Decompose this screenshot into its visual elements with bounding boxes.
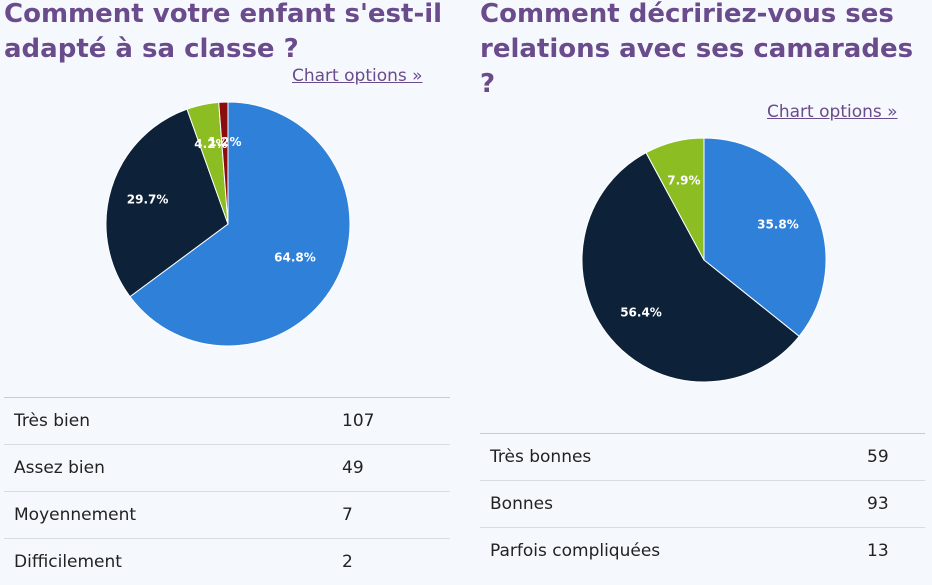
left-row-value: 49 <box>342 458 364 478</box>
right-row-value: 93 <box>867 494 889 514</box>
left-pie-label-3: 4.2% <box>194 137 227 151</box>
left-pie-label-1: 64.8% <box>274 251 316 265</box>
left-table-row: Assez bien 49 <box>4 444 450 492</box>
left-row-value: 7 <box>342 505 353 525</box>
right-pie-label-2: 56.4% <box>620 306 662 320</box>
left-row-label: Difficilement <box>14 552 122 572</box>
right-title-line2: relations avec ses camarades <box>480 34 914 64</box>
left-row-label: Très bien <box>14 411 90 431</box>
left-title-line1: Comment votre enfant s'est-il <box>4 0 443 29</box>
left-data-table: Très bien 107 Assez bien 49 Moyennement 7 Diff… <box>4 397 450 585</box>
right-table-row: Parfois compliquées 13 <box>480 527 925 575</box>
right-pie-slice-2[interactable] <box>581 151 800 383</box>
left-pie-label-4: 1.2% <box>208 135 241 149</box>
right-pie-slice-1[interactable] <box>703 137 827 338</box>
left-pie-slice-2[interactable] <box>105 108 229 298</box>
right-pie-chart: 35.8% 56.4% 7.9% <box>581 137 827 383</box>
left-row-label: Assez bien <box>14 458 105 478</box>
right-table-row: Bonnes 93 <box>480 480 925 528</box>
right-pie-label-1: 35.8% <box>757 218 799 232</box>
right-row-label: Bonnes <box>490 494 553 514</box>
left-chart-title: Comment votre enfant s'est-il adapté à s… <box>4 0 442 67</box>
left-table-row: Moyennement 7 <box>4 491 450 539</box>
left-chart-options-link[interactable]: Chart options » <box>292 66 423 86</box>
right-title-line3: ? <box>480 69 496 99</box>
right-row-label: Parfois compliquées <box>490 541 661 561</box>
right-row-label: Très bonnes <box>490 447 592 467</box>
right-title-line1: Comment décririez-vous ses <box>480 0 894 29</box>
right-pie-slice-3[interactable] <box>645 137 705 261</box>
right-chart-options-link[interactable]: Chart options » <box>767 102 898 122</box>
left-row-value: 2 <box>342 552 353 572</box>
left-row-label: Moyennement <box>14 505 137 525</box>
left-row-value: 107 <box>342 411 375 431</box>
left-title-line2: adapté à sa classe ? <box>4 34 299 64</box>
right-row-value: 59 <box>867 447 889 467</box>
right-data-table: Très bonnes 59 Bonnes 93 Parfois compliquées… <box>480 433 925 574</box>
left-pie-chart: 64.8% 29.7% 4.2%1.2% <box>105 101 351 347</box>
right-chart-title: Comment décririez-vous ses relations ave… <box>480 0 913 102</box>
left-pie-slice-4[interactable] <box>218 101 229 225</box>
left-table-row: Difficilement 2 <box>4 538 450 585</box>
left-pie-label-2: 29.7% <box>127 193 169 207</box>
left-table-row: Très bien 107 <box>4 397 450 445</box>
right-row-value: 13 <box>867 541 889 561</box>
right-pie-label-3: 7.9% <box>667 173 700 187</box>
left-pie-slice-1[interactable] <box>129 101 351 347</box>
right-table-row: Très bonnes 59 <box>480 433 925 481</box>
